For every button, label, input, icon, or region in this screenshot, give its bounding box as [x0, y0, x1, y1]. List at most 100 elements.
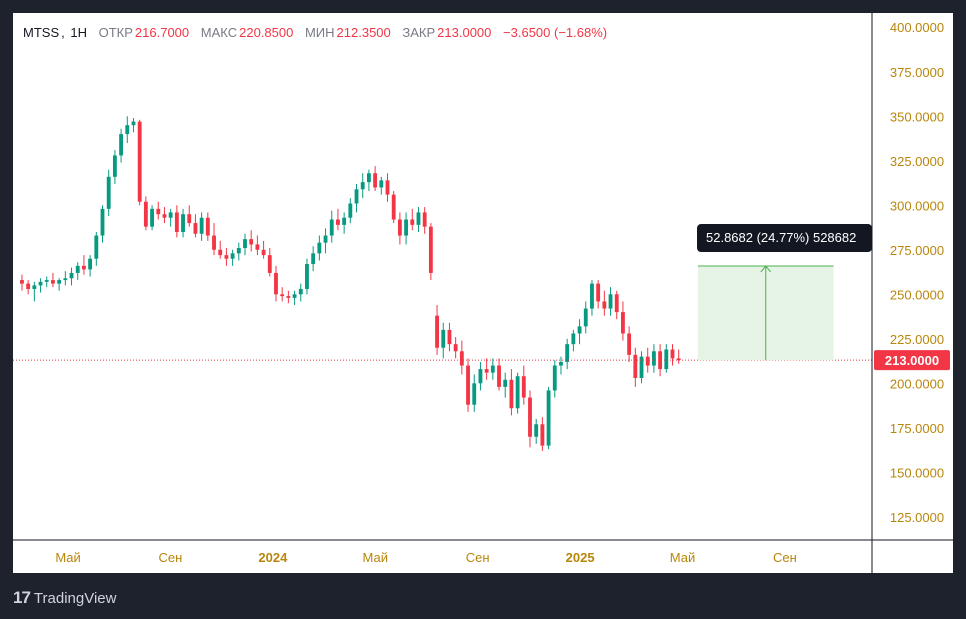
- candle: [503, 372, 508, 398]
- candle-body: [311, 253, 316, 265]
- candle: [428, 223, 433, 281]
- candle: [410, 208, 415, 231]
- candle: [366, 169, 371, 192]
- candle: [651, 344, 656, 373]
- candle: [379, 176, 384, 195]
- price-tick-label: 250.0000: [890, 287, 944, 302]
- candle: [280, 287, 285, 302]
- candle-body: [329, 219, 334, 236]
- candle-body: [614, 294, 619, 313]
- price-chart[interactable]: 52.8682 (24.77%) 528682 400.0000 375.0000…: [13, 13, 953, 573]
- candle: [298, 283, 303, 302]
- candle-body: [385, 180, 390, 195]
- price-tick-label: 225.0000: [890, 332, 944, 347]
- candle: [521, 365, 526, 405]
- candle-body: [633, 354, 638, 378]
- candle: [100, 205, 105, 243]
- candle-body: [342, 217, 347, 225]
- high-value: 220.8500: [239, 25, 294, 40]
- candle-body: [305, 264, 309, 289]
- price-tick-label: 375.0000: [890, 65, 944, 80]
- candle: [236, 242, 241, 261]
- candle: [181, 208, 185, 238]
- candle-body: [168, 212, 173, 218]
- candle-body: [552, 365, 557, 391]
- candle: [317, 235, 322, 261]
- candle: [497, 358, 501, 391]
- price-tick-label: 175.0000: [890, 421, 944, 436]
- candle: [416, 207, 421, 232]
- candle: [534, 418, 539, 444]
- candle-body: [348, 203, 353, 218]
- measure-tooltip-bg: [697, 224, 872, 253]
- candle: [348, 198, 353, 224]
- candle-body: [478, 369, 483, 384]
- candle-body: [131, 121, 136, 126]
- candle-body: [20, 280, 24, 284]
- candle: [478, 361, 483, 391]
- candle-body: [435, 315, 439, 348]
- candle: [286, 290, 291, 304]
- candle-body: [156, 208, 161, 215]
- time-tick-label: Май: [670, 550, 695, 565]
- chart-panel[interactable]: 52.8682 (24.77%) 528682 400.0000 375.0000…: [13, 13, 953, 573]
- candle-body: [187, 214, 192, 224]
- candle-body: [484, 369, 489, 373]
- candle-body: [373, 173, 378, 188]
- candle-body: [26, 283, 31, 289]
- candle-body: [280, 294, 285, 297]
- candle: [199, 212, 204, 241]
- symbol-name[interactable]: MTSS: [23, 25, 60, 40]
- candle-body: [38, 281, 43, 286]
- time-tick-label: Сен: [159, 550, 183, 565]
- candle: [583, 301, 588, 334]
- candle-body: [534, 424, 539, 437]
- candle-body: [509, 379, 514, 409]
- candle: [360, 173, 365, 199]
- open-label: ОТКР: [98, 25, 133, 40]
- candle: [261, 240, 266, 259]
- candle: [75, 262, 80, 281]
- candle-body: [162, 214, 167, 218]
- candle-body: [521, 376, 526, 398]
- candle-body: [676, 358, 681, 361]
- candle: [205, 212, 210, 241]
- candle: [373, 166, 378, 192]
- candle: [391, 191, 396, 224]
- candle-body: [193, 223, 198, 234]
- candle: [329, 210, 334, 243]
- tradingview-logo-icon: 17: [13, 588, 31, 607]
- candle: [670, 344, 675, 366]
- candle: [472, 374, 477, 412]
- candle: [187, 205, 192, 227]
- candle-body: [354, 189, 359, 204]
- price-tick-label: 150.0000: [890, 465, 944, 480]
- candle-body: [664, 349, 669, 370]
- candle-body: [503, 379, 508, 387]
- candle: [515, 372, 520, 414]
- candle-body: [404, 219, 409, 236]
- price-tick-label: 275.0000: [890, 243, 944, 258]
- candle: [596, 280, 601, 309]
- candle-body: [267, 255, 272, 273]
- candle-body: [100, 208, 105, 236]
- candle-body: [515, 376, 520, 409]
- candle-body: [608, 294, 613, 309]
- price-tag-bg: [874, 350, 950, 371]
- candle-body: [627, 333, 632, 355]
- candle: [385, 173, 390, 202]
- candle: [639, 351, 644, 384]
- candle-body: [596, 283, 601, 302]
- brand-name: TradingView: [33, 589, 117, 607]
- candle: [447, 322, 452, 352]
- candle: [51, 272, 55, 288]
- candle-body: [459, 351, 464, 366]
- time-tick-label: 2025: [566, 550, 595, 565]
- candle-body: [360, 182, 365, 190]
- tradingview-footer[interactable]: 17 TradingView: [13, 588, 116, 608]
- candle: [323, 228, 328, 254]
- candle-body: [44, 280, 49, 282]
- candle-body: [224, 255, 229, 259]
- candle-body: [546, 390, 551, 446]
- candle-body: [150, 208, 154, 227]
